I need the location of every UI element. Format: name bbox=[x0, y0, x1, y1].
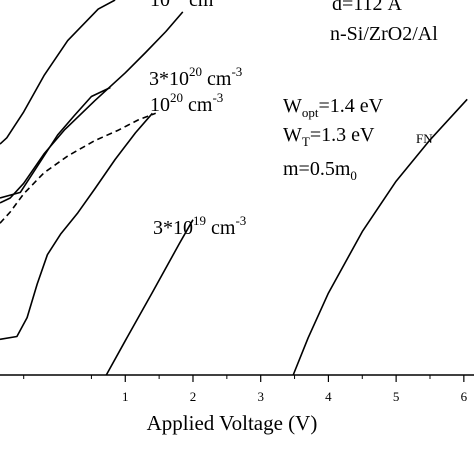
thickness-unit: Å bbox=[388, 0, 403, 15]
series-label-1e20-exp: 20 bbox=[170, 90, 183, 105]
mass-prefix: m=0.5m bbox=[283, 158, 351, 180]
series-line-4 bbox=[0, 112, 154, 341]
stack-annotation: n-Si/ZrO2/Al bbox=[330, 23, 438, 45]
series-label-3e20: 3*1020 cm-3 bbox=[149, 64, 242, 90]
series-line-1 bbox=[0, 86, 111, 199]
x-tick-label: 3 bbox=[257, 389, 264, 404]
w-opt-base: W bbox=[283, 95, 302, 117]
series-label-3e20-exp: 20 bbox=[189, 64, 202, 79]
series-label-3e19: 3*1019 cm-3 bbox=[153, 213, 246, 239]
w-opt-annotation: Wopt=1.4 eV bbox=[283, 95, 384, 120]
series-label-1e20-base: 10 bbox=[150, 94, 170, 116]
series-label-3e19-suffix: cm bbox=[206, 217, 236, 239]
series-label-1e21-suffix: cm bbox=[189, 0, 214, 11]
x-tick-label: 4 bbox=[325, 389, 332, 404]
w-t-base: W bbox=[283, 124, 302, 146]
x-tick-label: 6 bbox=[461, 389, 468, 404]
thickness-annotation: d=112 Å bbox=[332, 0, 403, 15]
series-label-3e19-base: 10 bbox=[173, 217, 193, 239]
x-axis-label: Applied Voltage (V) bbox=[147, 411, 318, 435]
series-label-1e20-suffix-exp: -3 bbox=[212, 90, 223, 105]
x-tick-label: 2 bbox=[190, 389, 197, 404]
x-ticks: 1 2 3 4 5 6 bbox=[23, 375, 468, 404]
series-line-3 bbox=[0, 112, 156, 224]
series-label-3e19-prefix: 3* bbox=[153, 217, 173, 239]
series-label-3e20-suffix-exp: -3 bbox=[231, 64, 242, 79]
w-opt-value: =1.4 eV bbox=[319, 95, 384, 117]
series-label-3e20-prefix: 3* bbox=[149, 68, 169, 90]
series-line-0 bbox=[0, 0, 116, 145]
series-label-1e20-suffix: cm bbox=[183, 94, 213, 116]
mass-annotation: m=0.5m0 bbox=[283, 158, 357, 183]
curves bbox=[0, 0, 468, 376]
series-line-2 bbox=[0, 11, 184, 204]
x-tick-label: 5 bbox=[393, 389, 400, 404]
w-opt-sub: opt bbox=[302, 105, 319, 120]
w-t-value: =1.3 eV bbox=[310, 124, 375, 146]
x-axis: 1 2 3 4 5 6 Applied Voltage (V) bbox=[0, 374, 474, 435]
series-label-1e21: 1021cm-3 bbox=[150, 0, 224, 11]
series-label-3e20-suffix: cm bbox=[202, 68, 232, 90]
series-line-5 bbox=[105, 219, 194, 376]
series-label-3e19-exp: 19 bbox=[193, 213, 206, 228]
mass-sub: 0 bbox=[350, 168, 357, 183]
series-line-6 bbox=[292, 98, 468, 376]
series-label-fn: FN bbox=[416, 131, 433, 146]
series-label-1e20: 1020 cm-3 bbox=[150, 90, 223, 116]
series-label-3e20-base: 10 bbox=[169, 68, 189, 90]
w-t-sub: T bbox=[302, 134, 310, 149]
series-label-3e19-suffix-exp: -3 bbox=[235, 213, 246, 228]
x-tick-label: 1 bbox=[122, 389, 129, 404]
thickness-prefix: d=112 bbox=[332, 0, 388, 15]
series-label-1e21-base: 10 bbox=[150, 0, 170, 11]
w-t-annotation: WT=1.3 eV bbox=[283, 124, 375, 149]
